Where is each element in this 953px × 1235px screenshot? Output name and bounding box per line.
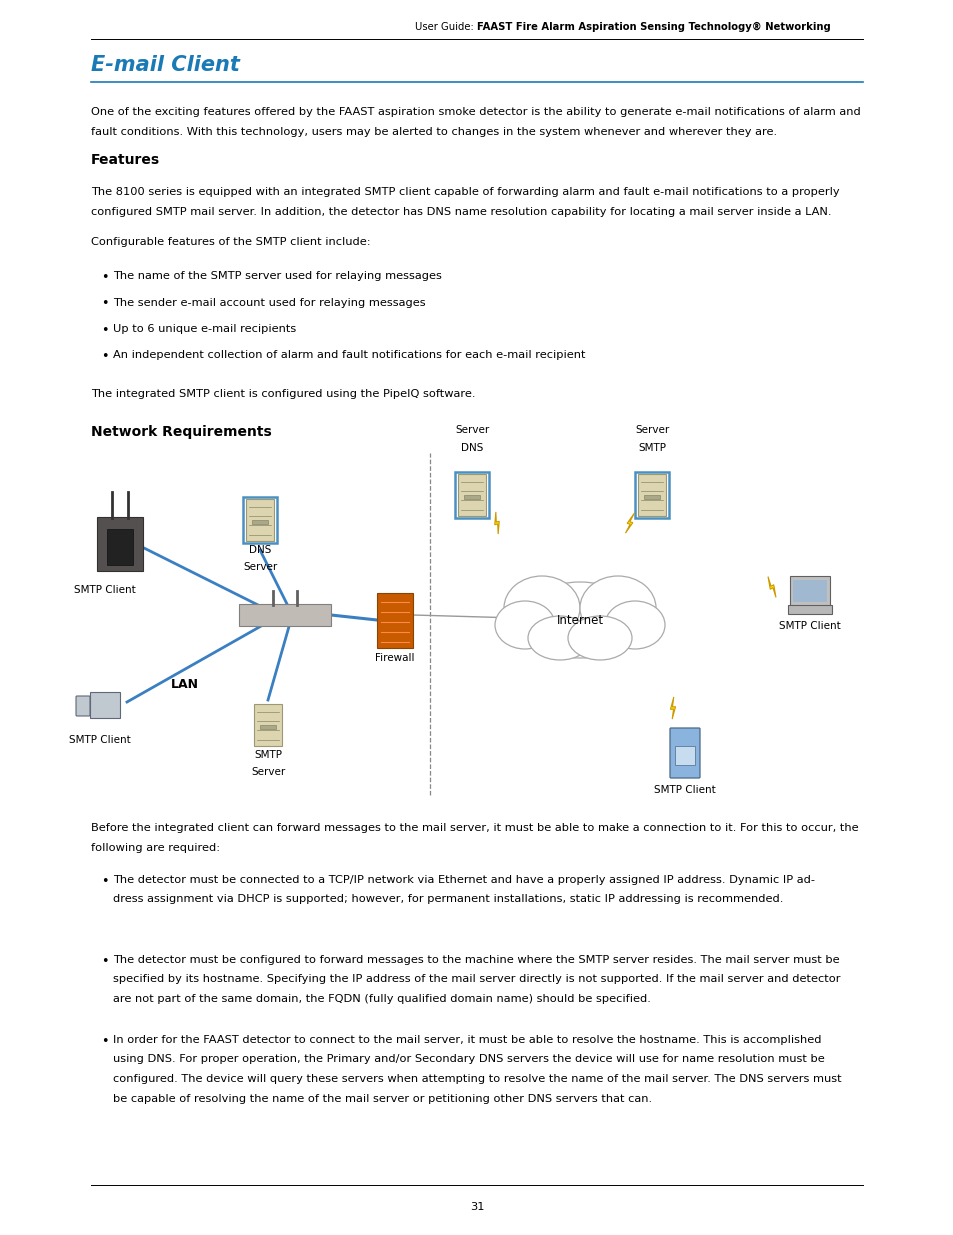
- Ellipse shape: [604, 601, 664, 650]
- Text: The detector must be configured to forward messages to the machine where the SMT: The detector must be configured to forwa…: [112, 955, 839, 965]
- Text: be capable of resolving the name of the mail server or petitioning other DNS ser: be capable of resolving the name of the …: [112, 1093, 652, 1104]
- FancyBboxPatch shape: [669, 727, 700, 778]
- FancyBboxPatch shape: [107, 529, 133, 564]
- Text: 31: 31: [469, 1202, 484, 1212]
- Ellipse shape: [495, 601, 555, 650]
- Text: configured SMTP mail server. In addition, the detector has DNS name resolution c: configured SMTP mail server. In addition…: [91, 207, 831, 217]
- Text: DNS: DNS: [249, 545, 271, 556]
- FancyBboxPatch shape: [76, 697, 90, 716]
- Text: dress assignment via DHCP is supported; however, for permanent installations, st: dress assignment via DHCP is supported; …: [112, 894, 782, 904]
- Text: FAAST Fire Alarm Aspiration Sensing Technology® Networking: FAAST Fire Alarm Aspiration Sensing Tech…: [476, 22, 830, 32]
- Text: fault conditions. With this technology, users may be alerted to changes in the s: fault conditions. With this technology, …: [91, 127, 777, 137]
- Ellipse shape: [567, 616, 631, 659]
- Text: Server: Server: [243, 562, 276, 572]
- FancyBboxPatch shape: [789, 576, 829, 606]
- FancyBboxPatch shape: [97, 517, 143, 572]
- Text: SMTP: SMTP: [253, 750, 282, 761]
- FancyBboxPatch shape: [376, 593, 413, 647]
- Text: DNS: DNS: [460, 443, 482, 453]
- Text: •: •: [101, 955, 109, 968]
- Text: In order for the FAAST detector to connect to the mail server, it must be able t: In order for the FAAST detector to conne…: [112, 1035, 821, 1045]
- Text: The name of the SMTP server used for relaying messages: The name of the SMTP server used for rel…: [112, 270, 441, 282]
- Text: Firewall: Firewall: [375, 653, 415, 663]
- FancyBboxPatch shape: [786, 604, 832, 614]
- FancyBboxPatch shape: [792, 580, 826, 601]
- FancyBboxPatch shape: [259, 725, 276, 729]
- Text: Network Requirements: Network Requirements: [91, 425, 272, 438]
- Text: One of the exciting features offered by the FAAST aspiration smoke detector is t: One of the exciting features offered by …: [91, 107, 860, 117]
- Text: Up to 6 unique e-mail recipients: Up to 6 unique e-mail recipients: [112, 324, 296, 333]
- Text: SMTP Client: SMTP Client: [74, 585, 135, 595]
- Text: specified by its hostname. Specifying the IP address of the mail server directly: specified by its hostname. Specifying th…: [112, 974, 840, 984]
- Text: The sender e-mail account used for relaying messages: The sender e-mail account used for relay…: [112, 298, 425, 308]
- FancyBboxPatch shape: [675, 746, 694, 764]
- Text: •: •: [101, 270, 109, 284]
- FancyBboxPatch shape: [252, 520, 268, 524]
- Text: SMTP: SMTP: [638, 443, 665, 453]
- Text: configured. The device will query these servers when attempting to resolve the n: configured. The device will query these …: [112, 1074, 841, 1084]
- Polygon shape: [670, 697, 675, 719]
- Text: Server: Server: [251, 767, 285, 777]
- FancyBboxPatch shape: [246, 499, 274, 541]
- Text: SMTP Client: SMTP Client: [69, 735, 131, 745]
- Text: An independent collection of alarm and fault notifications for each e-mail recip: An independent collection of alarm and f…: [112, 351, 585, 361]
- Text: •: •: [101, 1035, 109, 1049]
- Text: LAN: LAN: [171, 678, 199, 692]
- Text: SMTP Client: SMTP Client: [654, 785, 715, 795]
- Text: User Guide:: User Guide:: [415, 22, 476, 32]
- Text: Server: Server: [455, 425, 489, 435]
- Text: SMTP Client: SMTP Client: [779, 621, 840, 631]
- FancyBboxPatch shape: [638, 474, 665, 516]
- FancyBboxPatch shape: [253, 704, 282, 746]
- Text: •: •: [101, 324, 109, 337]
- FancyBboxPatch shape: [457, 474, 485, 516]
- FancyBboxPatch shape: [239, 604, 331, 626]
- Polygon shape: [625, 513, 634, 534]
- Text: E-mail Client: E-mail Client: [91, 56, 239, 75]
- FancyBboxPatch shape: [463, 495, 480, 499]
- Text: Configurable features of the SMTP client include:: Configurable features of the SMTP client…: [91, 237, 370, 247]
- Text: using DNS. For proper operation, the Primary and/or Secondary DNS servers the de: using DNS. For proper operation, the Pri…: [112, 1055, 824, 1065]
- Text: Server: Server: [634, 425, 668, 435]
- Text: Internet: Internet: [556, 614, 603, 626]
- Ellipse shape: [519, 582, 639, 658]
- Text: are not part of the same domain, the FQDN (fully qualified domain name) should b: are not part of the same domain, the FQD…: [112, 994, 650, 1004]
- Polygon shape: [767, 577, 775, 598]
- Text: •: •: [101, 351, 109, 363]
- Text: The 8100 series is equipped with an integrated SMTP client capable of forwarding: The 8100 series is equipped with an inte…: [91, 186, 839, 198]
- Text: The detector must be connected to a TCP/IP network via Ethernet and have a prope: The detector must be connected to a TCP/…: [112, 876, 814, 885]
- Text: The integrated SMTP client is configured using the PipeIQ software.: The integrated SMTP client is configured…: [91, 389, 475, 399]
- Ellipse shape: [503, 576, 579, 640]
- Ellipse shape: [527, 616, 592, 659]
- Polygon shape: [495, 513, 498, 534]
- Text: •: •: [101, 298, 109, 310]
- Text: Features: Features: [91, 153, 160, 167]
- Text: Before the integrated client can forward messages to the mail server, it must be: Before the integrated client can forward…: [91, 823, 858, 832]
- Ellipse shape: [579, 576, 656, 640]
- FancyBboxPatch shape: [643, 495, 659, 499]
- Text: following are required:: following are required:: [91, 844, 220, 853]
- FancyBboxPatch shape: [90, 692, 120, 718]
- Text: •: •: [101, 876, 109, 888]
